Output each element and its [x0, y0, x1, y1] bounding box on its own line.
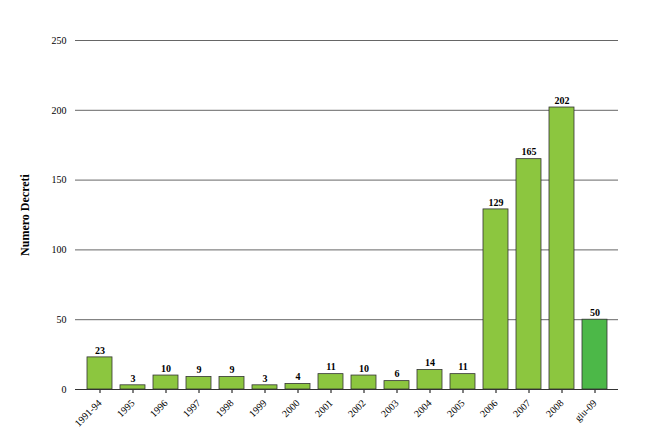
svg-text:2006: 2006 [478, 397, 500, 419]
svg-text:2000: 2000 [280, 397, 302, 419]
svg-text:2002: 2002 [346, 397, 368, 419]
svg-text:2007: 2007 [511, 397, 533, 419]
svg-text:2001: 2001 [313, 397, 335, 419]
svg-text:250: 250 [52, 35, 67, 46]
svg-text:2004: 2004 [412, 397, 434, 419]
svg-text:9: 9 [197, 364, 202, 375]
svg-text:50: 50 [57, 314, 67, 325]
svg-text:11: 11 [458, 361, 467, 372]
svg-text:1991-94: 1991-94 [72, 397, 103, 428]
svg-text:202: 202 [555, 95, 570, 106]
svg-text:150: 150 [52, 174, 67, 185]
svg-text:9: 9 [230, 364, 235, 375]
svg-text:3: 3 [263, 373, 268, 384]
svg-text:14: 14 [425, 357, 435, 368]
svg-text:10: 10 [161, 363, 171, 374]
svg-text:1999: 1999 [247, 397, 269, 419]
svg-text:4: 4 [296, 371, 301, 382]
svg-text:Numero Decreti: Numero Decreti [18, 173, 32, 256]
svg-text:200: 200 [52, 105, 67, 116]
svg-text:2008: 2008 [544, 397, 566, 419]
svg-text:165: 165 [522, 146, 537, 157]
svg-text:2005: 2005 [445, 397, 467, 419]
svg-text:giu-09: giu-09 [572, 397, 598, 423]
svg-text:1995: 1995 [115, 397, 137, 419]
svg-text:2003: 2003 [379, 397, 401, 419]
svg-text:100: 100 [52, 244, 67, 255]
svg-text:50: 50 [590, 307, 600, 318]
svg-text:3: 3 [131, 373, 136, 384]
svg-text:1998: 1998 [214, 397, 236, 419]
svg-text:0: 0 [62, 384, 67, 395]
svg-text:1997: 1997 [181, 397, 203, 419]
svg-text:129: 129 [489, 197, 504, 208]
svg-text:23: 23 [95, 345, 105, 356]
svg-text:1996: 1996 [148, 397, 170, 419]
svg-text:10: 10 [359, 363, 369, 374]
svg-text:11: 11 [326, 361, 335, 372]
svg-text:6: 6 [395, 368, 400, 379]
